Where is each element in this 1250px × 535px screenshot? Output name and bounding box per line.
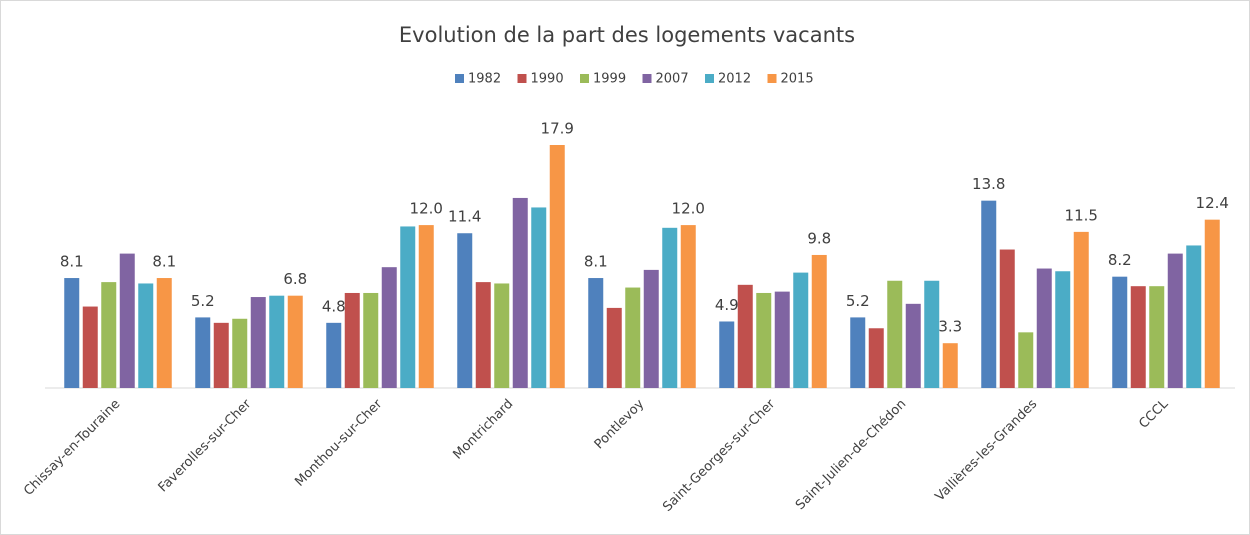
- legend-label: 1999: [593, 72, 626, 87]
- data-label: 17.9: [541, 120, 574, 138]
- bar: [588, 278, 604, 388]
- bar: [606, 307, 622, 388]
- bar: [494, 283, 510, 388]
- bar: [326, 322, 342, 388]
- bar: [213, 322, 229, 388]
- data-label: 6.8: [283, 270, 307, 288]
- data-label: 8.1: [584, 253, 608, 271]
- bar: [287, 295, 303, 388]
- bar: [1036, 268, 1052, 388]
- data-label: 8.1: [60, 253, 84, 271]
- bar: [942, 343, 958, 388]
- bar: [625, 287, 641, 388]
- bar: [475, 282, 491, 388]
- bar: [1112, 276, 1128, 388]
- data-label: 8.2: [1108, 251, 1132, 269]
- legend-swatch: [642, 74, 652, 83]
- data-label: 12.0: [410, 200, 443, 218]
- bar: [719, 321, 735, 388]
- bar: [774, 291, 790, 388]
- chart-title: Evolution de la part des logements vacan…: [399, 23, 855, 47]
- bar: [363, 292, 379, 388]
- legend-swatch: [705, 74, 714, 83]
- bar: [737, 284, 753, 388]
- bar: [999, 249, 1015, 388]
- bar: [457, 233, 473, 388]
- bar: [793, 272, 809, 388]
- data-label: 11.5: [1065, 206, 1098, 224]
- legend-label: 2012: [718, 72, 751, 87]
- bar: [1167, 253, 1183, 388]
- bar: [643, 269, 659, 388]
- legend-label: 2007: [656, 72, 689, 87]
- legend-swatch: [580, 74, 589, 83]
- data-label: 12.4: [1196, 194, 1229, 212]
- bar: [156, 278, 172, 388]
- bar: [924, 280, 940, 388]
- bar: [101, 282, 117, 388]
- bar: [64, 278, 80, 388]
- bar: [887, 280, 903, 388]
- bar: [381, 267, 397, 388]
- bar: [269, 295, 285, 388]
- data-label: 4.8: [322, 297, 346, 315]
- bar: [232, 318, 248, 388]
- legend-swatch: [517, 74, 527, 83]
- legend-label: 1982: [468, 72, 501, 87]
- bar: [138, 283, 154, 388]
- bar: [400, 226, 416, 388]
- bar: [1149, 286, 1165, 388]
- data-label: 13.8: [972, 175, 1005, 193]
- bar: [662, 227, 678, 388]
- bar: [1130, 286, 1146, 388]
- bar: [1018, 332, 1034, 388]
- bar: [418, 225, 434, 388]
- bar: [981, 200, 997, 388]
- bar: [1055, 271, 1071, 388]
- bar: [868, 328, 884, 388]
- data-label: 8.1: [152, 253, 176, 271]
- bar: [195, 317, 211, 388]
- bar: [905, 303, 921, 388]
- data-label: 11.4: [448, 208, 481, 226]
- bar: [680, 225, 696, 388]
- bar: [119, 253, 135, 388]
- legend-label: 1990: [531, 72, 564, 87]
- bar: [82, 306, 98, 388]
- bar: [250, 297, 266, 388]
- data-label: 3.3: [938, 318, 962, 336]
- data-label: 9.8: [807, 229, 831, 247]
- data-label: 5.2: [846, 292, 870, 310]
- bar: [549, 145, 565, 388]
- bar: [756, 292, 772, 388]
- bar: [811, 254, 827, 388]
- legend-label: 2015: [781, 72, 814, 87]
- bar: [531, 207, 547, 388]
- data-label: 5.2: [191, 292, 215, 310]
- data-label: 12.0: [672, 200, 705, 218]
- bar: [512, 197, 528, 388]
- bar: [850, 317, 866, 388]
- bar: [1204, 219, 1220, 388]
- bar: [1073, 231, 1089, 388]
- bar: [344, 292, 360, 388]
- bar: [1186, 245, 1202, 388]
- legend-swatch: [455, 74, 464, 83]
- legend-swatch: [767, 74, 777, 83]
- data-label: 4.9: [715, 296, 739, 314]
